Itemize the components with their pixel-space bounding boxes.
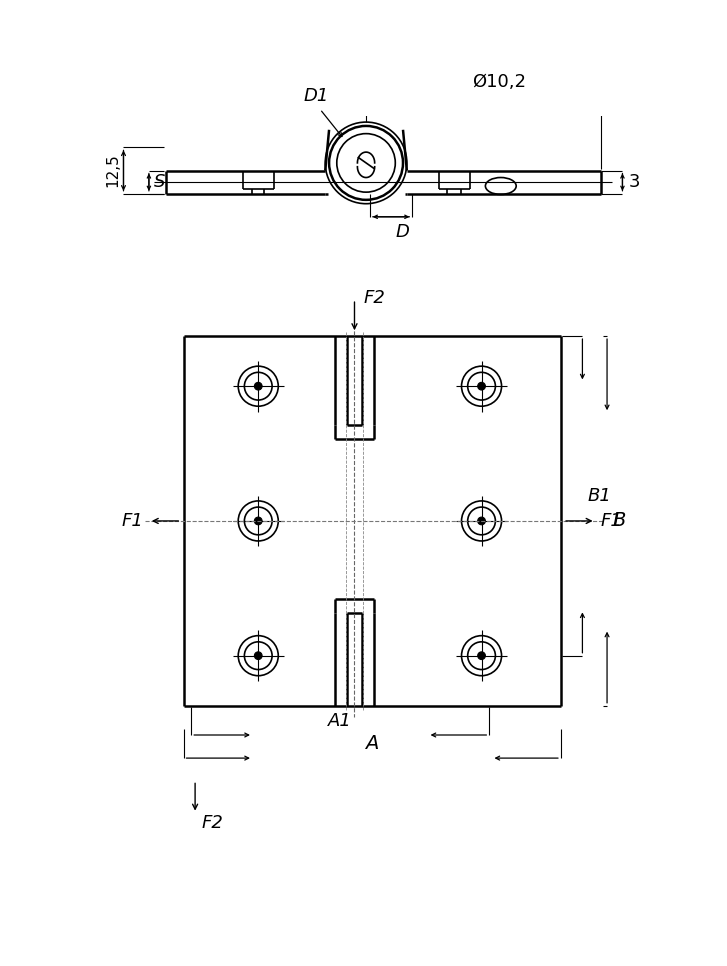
Text: Ø10,2: Ø10,2 <box>472 73 526 91</box>
Circle shape <box>478 517 486 525</box>
Text: D1: D1 <box>303 87 329 105</box>
Text: A: A <box>366 734 379 753</box>
Text: A1: A1 <box>329 712 352 730</box>
Text: 3: 3 <box>629 173 640 191</box>
Circle shape <box>478 652 486 660</box>
Text: B: B <box>612 511 626 530</box>
Circle shape <box>254 652 262 660</box>
Text: D: D <box>395 223 409 241</box>
Text: F1: F1 <box>601 512 623 530</box>
Text: 12,5: 12,5 <box>105 154 121 187</box>
Text: F2: F2 <box>364 289 385 306</box>
Text: S: S <box>153 173 165 191</box>
Text: B1: B1 <box>587 487 611 505</box>
Circle shape <box>254 383 262 390</box>
Circle shape <box>254 517 262 525</box>
Circle shape <box>478 383 486 390</box>
Text: F2: F2 <box>201 814 223 833</box>
Text: F1: F1 <box>121 512 143 530</box>
Ellipse shape <box>329 126 403 200</box>
